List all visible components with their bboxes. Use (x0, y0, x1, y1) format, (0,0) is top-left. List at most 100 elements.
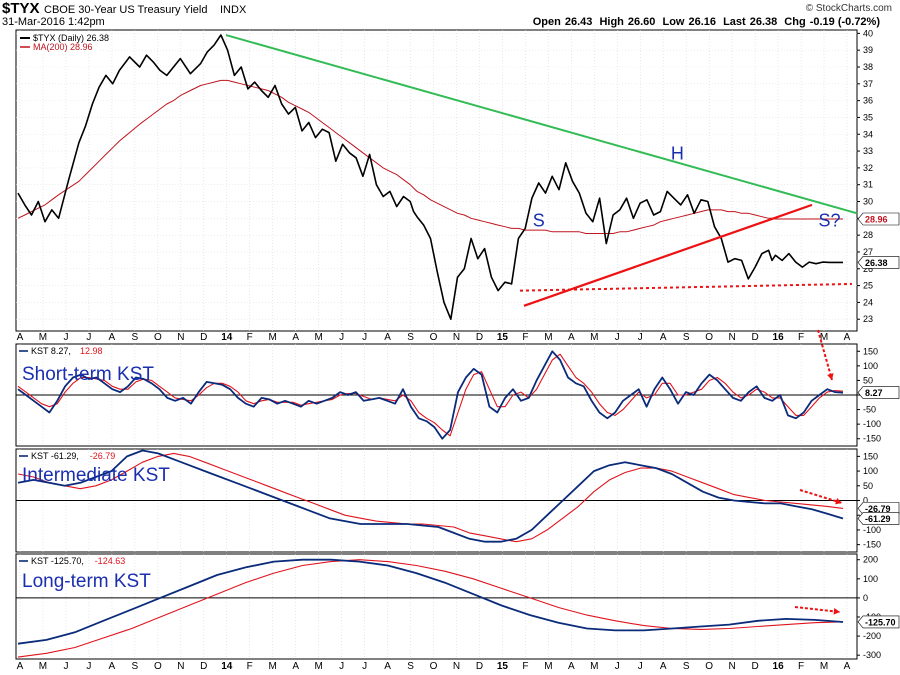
long-kst-legend: KST -125.70, (31, 556, 84, 566)
ma-value-tag-text: 28.96 (865, 215, 888, 225)
x-tick-label: N (177, 332, 184, 343)
y-tick-label: 35 (863, 112, 873, 122)
x-tick-label: A (17, 332, 24, 343)
x-tick-label: A (844, 332, 851, 343)
x-tick-label: M (269, 332, 277, 343)
x-tick-label: S (132, 661, 139, 672)
y-tick-label: 150 (863, 346, 878, 356)
x-tick-label: N (729, 332, 736, 343)
x-tick-label: 14 (221, 332, 233, 343)
x-tick-label: A (568, 332, 575, 343)
y-tick-label: 23 (863, 314, 873, 324)
x-tick-label: J (339, 661, 344, 672)
ma-value-tag (857, 212, 900, 226)
x-tick-label: A (384, 332, 391, 343)
change-value: -0.19 (-0.72%) (809, 16, 880, 28)
x-tick-label: A (109, 332, 116, 343)
y-tick-label: 100 (863, 466, 878, 476)
x-tick-label: M (39, 332, 47, 343)
short-signal-line (17, 353, 844, 437)
y-tick-label: 34 (863, 129, 873, 139)
x-tick-label: S (132, 332, 139, 343)
y-tick-label: -150 (863, 540, 881, 550)
x-tick-label: S (683, 661, 690, 672)
intermediate-title: Intermediate KST (22, 465, 170, 486)
inter-kst-tag (857, 512, 900, 525)
intermediate-arrow-head (835, 497, 842, 505)
y-tick-label: 50 (863, 481, 873, 491)
y-tick-label: -150 (863, 434, 881, 444)
long-kst-tag-text: -125.70 (865, 617, 896, 627)
x-tick-label: M (314, 332, 322, 343)
long-kst-tag (857, 615, 900, 629)
x-tick-label: 14 (221, 661, 233, 672)
y-tick-label: -50 (863, 405, 876, 415)
y-tick-label: -100 (863, 525, 881, 535)
y-tick-label: 200 (863, 555, 878, 565)
long-arrow (794, 606, 841, 613)
x-tick-label: D (751, 332, 758, 343)
y-tick-label: 150 (863, 451, 878, 461)
panel-frame-price (15, 29, 858, 332)
x-tick-label: N (453, 332, 460, 343)
x-tick-label: D (751, 661, 758, 672)
x-tick-label: N (177, 661, 184, 672)
x-tick-label: M (590, 332, 598, 343)
short-arrow-head (827, 373, 834, 380)
x-tick-label: M (39, 661, 47, 672)
x-tick-label: J (339, 332, 344, 343)
x-tick-label: M (820, 661, 828, 672)
intermediate-arrow (799, 489, 843, 504)
x-tick-label: J (63, 661, 68, 672)
x-tick-label: N (453, 661, 460, 672)
x-tick-label: J (362, 332, 367, 343)
x-tick-label: D (476, 332, 483, 343)
x-tick-label: D (200, 661, 207, 672)
x-tick-label: D (200, 332, 207, 343)
y-tick-label: 30 (863, 197, 873, 207)
x-tick-label: A (660, 661, 667, 672)
x-tick-label: S (407, 661, 414, 672)
high-value: 26.60 (627, 16, 656, 28)
inter-signal-tag-text: -26.79 (865, 504, 891, 514)
x-tick-label: A (384, 661, 391, 672)
x-tick-label: F (798, 661, 804, 672)
x-tick-label: J (615, 661, 620, 672)
open-value: 26.43 (564, 16, 593, 28)
x-tick-label: M (590, 661, 598, 672)
y-tick-label: 31 (863, 180, 873, 190)
short-kst-tag-text: 8.27 (865, 388, 883, 398)
x-tick-label: A (292, 332, 299, 343)
y-tick-label: 26 (863, 264, 873, 274)
price-line (17, 34, 843, 321)
y-tick-label: 27 (863, 247, 873, 257)
pattern-label: S (533, 211, 545, 231)
x-tick-label: A (844, 661, 851, 672)
short-signal-legend: 12.98 (80, 346, 103, 356)
x-tick-label: F (798, 332, 804, 343)
y-tick-label: 32 (863, 163, 873, 173)
price-value-tag-text: 26.38 (865, 258, 888, 268)
exchange: INDX (220, 4, 247, 16)
long-arrow-head (833, 607, 840, 615)
y-tick-label: 0 (863, 593, 868, 603)
y-tick-label: 39 (863, 45, 873, 55)
x-tick-label: 16 (773, 661, 785, 672)
intermediate-kst-line (17, 449, 844, 543)
x-tick-label: S (407, 332, 414, 343)
inter-kst-tag-text: -61.29 (865, 514, 891, 524)
x-tick-label: S (683, 332, 690, 343)
x-tick-label: M (314, 661, 322, 672)
y-tick-label: 37 (863, 79, 873, 89)
y-tick-label: 100 (863, 574, 878, 584)
x-tick-label: J (615, 332, 620, 343)
x-tick-label: J (638, 332, 643, 343)
legend-ma: MA(200) 28.96 (33, 42, 93, 52)
y-tick-label: -200 (863, 631, 881, 641)
pattern-label: H (671, 143, 684, 163)
y-tick-label: 33 (863, 146, 873, 156)
x-tick-label: A (660, 332, 667, 343)
legend-price: $TYX (Daily) 26.38 (33, 33, 109, 43)
x-tick-label: M (544, 332, 552, 343)
x-tick-label: A (17, 661, 24, 672)
